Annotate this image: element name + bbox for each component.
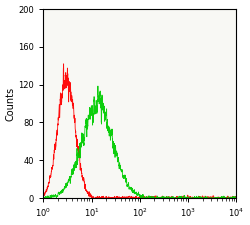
Y-axis label: Counts: Counts [6,86,16,121]
